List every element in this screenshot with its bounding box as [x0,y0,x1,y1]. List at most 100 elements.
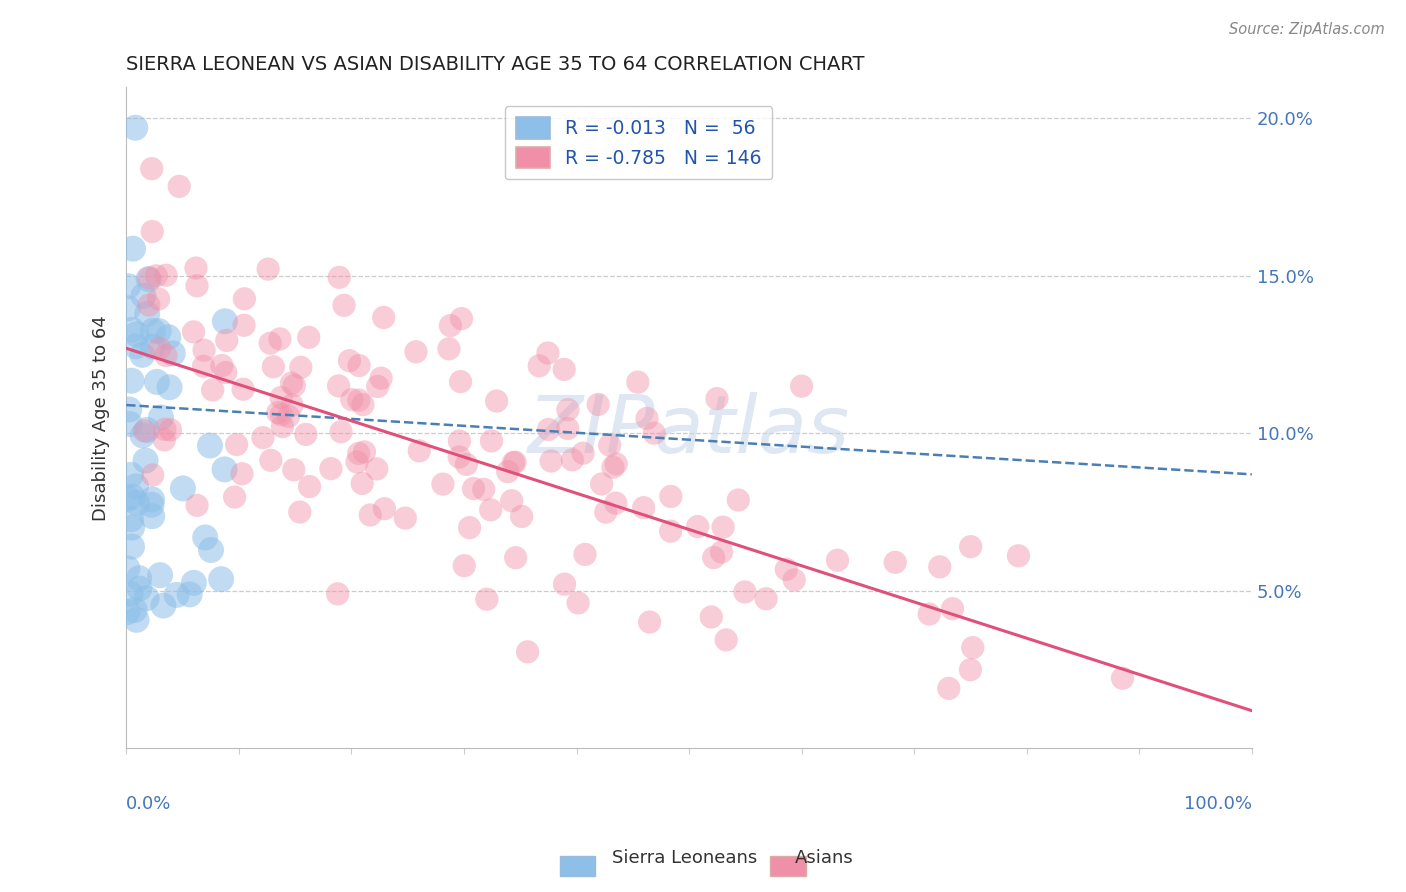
Point [602,460,624,475]
Point [194,531,217,545]
Point [146,375,169,389]
Point [938,681,960,696]
Point [233,318,256,333]
Point [117,605,139,619]
Point [481,434,503,448]
Point [117,279,139,293]
Point [128,571,150,585]
Text: Asians: Asians [794,849,853,867]
Text: Sierra Leoneans: Sierra Leoneans [612,849,756,867]
Point [557,421,579,435]
Point [502,456,524,470]
Point [152,599,174,613]
Point [959,540,981,554]
Point [775,562,797,576]
Point [117,491,139,506]
Point [193,343,215,358]
Point [458,521,481,535]
Point [449,450,471,464]
Point [405,344,427,359]
Point [553,362,575,376]
Point [783,573,806,587]
Text: 0.0%: 0.0% [127,795,172,813]
Point [193,359,215,374]
Point [200,543,222,558]
Point [373,310,395,325]
Point [472,483,495,497]
Point [125,339,148,353]
Point [561,453,583,467]
Point [453,558,475,573]
Point [633,500,655,515]
Point [326,587,349,601]
Point [121,520,143,534]
Point [118,402,141,417]
Point [918,607,941,621]
Point [370,371,392,385]
Point [125,613,148,627]
Point [172,482,194,496]
Point [703,550,725,565]
Point [567,596,589,610]
Point [537,346,560,360]
Point [117,301,139,316]
Point [586,397,609,411]
Point [505,550,527,565]
Point [373,501,395,516]
Text: Source: ZipAtlas.com: Source: ZipAtlas.com [1229,22,1385,37]
Point [790,379,813,393]
Point [198,438,221,452]
Point [347,359,370,373]
Point [252,431,274,445]
Point [215,334,238,348]
Point [333,298,356,312]
Point [298,330,321,344]
Point [394,511,416,525]
Point [295,427,318,442]
Point [269,332,291,346]
Point [827,553,849,567]
Point [148,324,170,338]
Point [557,402,579,417]
Point [149,410,172,425]
Point [231,467,253,481]
Point [591,477,613,491]
Point [183,575,205,590]
Point [710,545,733,559]
Point [148,292,170,306]
Point [328,270,350,285]
Point [118,417,141,431]
Point [727,493,749,508]
Point [138,298,160,312]
Point [599,438,621,452]
Point [339,353,361,368]
Point [121,490,143,504]
Point [516,645,538,659]
Point [270,391,292,405]
Point [124,603,146,617]
Point [117,561,139,575]
Point [884,555,907,569]
Point [346,455,368,469]
Point [643,426,665,441]
Point [1007,549,1029,563]
Point [142,339,165,353]
Point [959,663,981,677]
Point [136,307,159,321]
Point [347,446,370,460]
Point [233,292,256,306]
Text: ZIPatlas: ZIPatlas [529,392,851,470]
Point [366,462,388,476]
Point [183,325,205,339]
Point [214,314,236,328]
Point [201,383,224,397]
Point [270,408,292,422]
Point [340,392,363,407]
Point [142,324,165,338]
Point [145,268,167,283]
Point [232,382,254,396]
Point [540,454,562,468]
Point [142,467,165,482]
Point [131,428,153,442]
Point [479,503,502,517]
